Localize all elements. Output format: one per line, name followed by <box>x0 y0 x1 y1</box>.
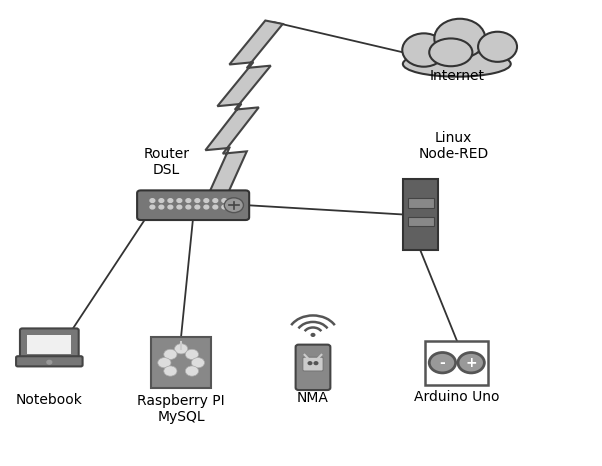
Circle shape <box>204 199 209 202</box>
Circle shape <box>213 205 218 209</box>
Circle shape <box>191 357 205 368</box>
FancyBboxPatch shape <box>303 357 323 371</box>
FancyBboxPatch shape <box>296 345 330 390</box>
Circle shape <box>429 352 456 373</box>
Circle shape <box>311 334 315 336</box>
Circle shape <box>168 205 173 209</box>
Circle shape <box>308 362 312 364</box>
Text: -: - <box>439 356 445 370</box>
Circle shape <box>47 360 52 364</box>
Circle shape <box>150 199 155 202</box>
Text: +: + <box>465 356 477 370</box>
Circle shape <box>458 352 485 373</box>
Circle shape <box>177 199 182 202</box>
FancyBboxPatch shape <box>16 356 82 366</box>
FancyBboxPatch shape <box>426 341 488 385</box>
FancyBboxPatch shape <box>20 329 79 360</box>
Circle shape <box>222 199 227 202</box>
FancyBboxPatch shape <box>137 191 249 220</box>
Circle shape <box>225 198 243 212</box>
Text: Router
DSL: Router DSL <box>143 147 189 178</box>
Ellipse shape <box>403 51 510 77</box>
Circle shape <box>159 205 164 209</box>
Ellipse shape <box>429 39 473 66</box>
FancyBboxPatch shape <box>403 178 438 250</box>
FancyBboxPatch shape <box>408 217 434 226</box>
Circle shape <box>159 199 164 202</box>
Text: Notebook: Notebook <box>16 393 82 407</box>
Circle shape <box>177 205 182 209</box>
Circle shape <box>314 362 318 364</box>
Circle shape <box>164 366 177 376</box>
Circle shape <box>168 199 173 202</box>
Circle shape <box>185 350 199 359</box>
Circle shape <box>150 205 155 209</box>
Text: Arduino Uno: Arduino Uno <box>414 391 500 404</box>
Text: NMA: NMA <box>297 391 329 405</box>
Circle shape <box>175 344 188 354</box>
Circle shape <box>195 199 200 202</box>
Circle shape <box>186 205 191 209</box>
Circle shape <box>204 205 209 209</box>
Circle shape <box>186 199 191 202</box>
Ellipse shape <box>434 19 485 58</box>
Circle shape <box>158 357 171 368</box>
Ellipse shape <box>402 34 445 67</box>
Circle shape <box>213 199 218 202</box>
FancyBboxPatch shape <box>27 335 72 354</box>
Circle shape <box>222 205 227 209</box>
Polygon shape <box>205 21 283 205</box>
Text: Linux
Node-RED: Linux Node-RED <box>418 131 489 161</box>
FancyBboxPatch shape <box>408 198 434 207</box>
Ellipse shape <box>478 32 517 62</box>
Circle shape <box>164 350 177 359</box>
Text: Raspberry PI
MySQL: Raspberry PI MySQL <box>137 394 225 425</box>
Circle shape <box>195 205 200 209</box>
Circle shape <box>185 366 199 376</box>
Text: Internet: Internet <box>429 69 484 82</box>
FancyBboxPatch shape <box>151 337 211 388</box>
